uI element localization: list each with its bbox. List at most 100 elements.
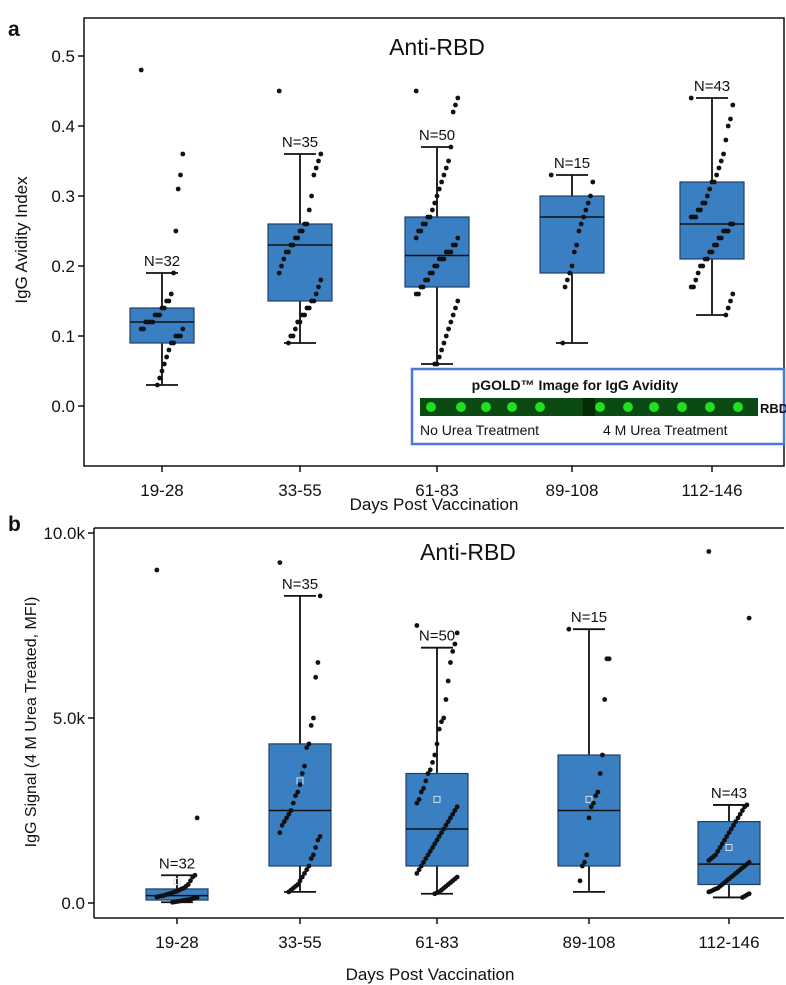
data-point	[730, 102, 736, 108]
data-point	[445, 678, 451, 684]
data-point	[688, 95, 694, 101]
data-point	[443, 822, 449, 828]
data-point	[576, 228, 582, 234]
mean-marker	[725, 844, 733, 851]
inset-spot	[595, 402, 605, 412]
data-point	[427, 848, 433, 854]
data-point	[164, 354, 170, 360]
data-point	[718, 158, 724, 164]
panel-b-y-axis-label: IgG Signal (4 M Urea Treated, MFI)	[23, 597, 40, 848]
data-point	[439, 719, 444, 725]
data-point	[178, 172, 183, 178]
data-point	[564, 277, 570, 283]
data-point	[702, 256, 708, 262]
data-point	[579, 863, 585, 869]
data-point	[304, 867, 310, 873]
data-point	[688, 214, 694, 220]
data-point	[416, 797, 422, 802]
data-point	[418, 789, 424, 795]
data-point	[276, 88, 282, 94]
data-point	[688, 284, 694, 290]
iqr-box	[129, 307, 195, 344]
panel-a-title: Anti-RBD	[389, 34, 485, 60]
data-point	[445, 819, 451, 824]
data-point	[159, 368, 165, 374]
data-point	[698, 263, 703, 269]
n-label: N=35	[282, 576, 318, 593]
data-point	[427, 270, 433, 276]
data-point	[427, 767, 433, 773]
data-point	[434, 741, 440, 747]
x-tick-label: 89-108	[563, 933, 616, 952]
data-point	[309, 193, 314, 199]
inset-right-caption: 4 M Urea Treatment	[603, 422, 728, 438]
iqr-box	[404, 216, 470, 288]
data-point	[730, 291, 736, 297]
data-point	[724, 834, 730, 839]
data-point	[577, 878, 583, 884]
inset-spot	[507, 402, 517, 412]
data-point	[317, 834, 323, 839]
data-point	[439, 830, 444, 836]
data-point	[423, 856, 429, 861]
data-point	[728, 116, 733, 122]
inset-spot	[623, 402, 633, 412]
inset-spot	[456, 402, 466, 412]
data-point	[443, 249, 449, 255]
iqr-box	[405, 772, 469, 867]
data-point	[413, 235, 419, 241]
data-point	[295, 319, 301, 325]
data-point	[421, 859, 426, 865]
data-point	[420, 221, 426, 227]
data-point	[709, 179, 715, 185]
data-point	[571, 249, 577, 255]
data-point	[302, 763, 307, 769]
data-point	[173, 333, 179, 339]
n-label: N=15	[571, 609, 607, 626]
n-label: N=43	[694, 78, 730, 95]
data-point	[590, 179, 596, 185]
data-point	[432, 841, 438, 847]
panel-a-x-axis-label: Days Post Vaccination	[350, 495, 519, 514]
data-point	[306, 863, 312, 869]
data-point	[441, 340, 447, 346]
x-tick-label: 19-28	[155, 933, 198, 952]
inset-row-label: RBD	[760, 401, 786, 416]
data-point	[704, 193, 710, 199]
data-point	[740, 808, 745, 813]
data-point	[731, 822, 736, 828]
data-point	[722, 837, 727, 843]
data-point	[283, 249, 289, 255]
data-point	[560, 340, 566, 346]
iqr-box	[539, 195, 605, 274]
x-tick-label: 19-28	[140, 481, 183, 500]
y-tick-label: 10.0k	[43, 524, 85, 543]
data-point	[707, 249, 713, 255]
data-point	[441, 826, 447, 832]
data-point	[316, 158, 321, 164]
data-point	[436, 256, 442, 262]
data-point	[180, 151, 186, 157]
x-tick-label: 33-55	[278, 933, 321, 952]
data-point	[716, 235, 722, 241]
n-label: N=43	[711, 785, 747, 802]
data-point	[434, 837, 440, 843]
panel-a-label: a	[8, 18, 20, 41]
data-point	[432, 200, 438, 206]
data-point	[138, 67, 144, 73]
data-point	[425, 214, 431, 220]
data-point	[318, 277, 324, 283]
inset-spot	[535, 402, 545, 412]
data-point	[286, 889, 292, 895]
data-point	[292, 326, 298, 332]
data-point	[180, 326, 186, 332]
data-point	[308, 723, 314, 728]
data-point	[304, 745, 310, 750]
data-point	[436, 834, 442, 839]
data-point	[706, 889, 712, 895]
data-point	[728, 221, 733, 227]
data-point	[277, 830, 283, 836]
data-point	[432, 752, 438, 758]
data-point	[276, 270, 282, 276]
data-point	[308, 856, 314, 861]
